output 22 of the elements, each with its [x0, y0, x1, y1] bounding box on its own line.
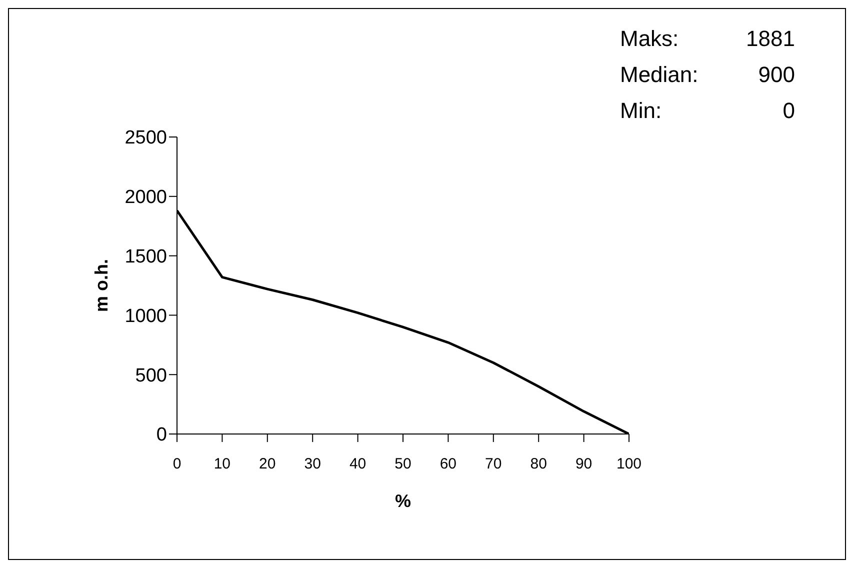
x-tick-label: 30 — [304, 456, 321, 473]
x-tick-label: 80 — [530, 456, 547, 473]
y-axis-title: m o.h. — [91, 259, 112, 312]
x-tick-label: 0 — [172, 456, 182, 473]
y-tick-label: 2500 — [124, 128, 167, 149]
text: Median: 900 — [620, 62, 795, 87]
y-tick-label: 2000 — [124, 187, 167, 208]
x-tick-label: 40 — [349, 456, 366, 473]
x-tick-label: 20 — [259, 456, 276, 473]
x-tick-label: 100 — [616, 456, 642, 473]
x-tick-label: 60 — [440, 456, 457, 473]
text: Min: 0 — [620, 98, 795, 123]
x-tick-label: 70 — [485, 456, 502, 473]
y-tick-label: 0 — [156, 424, 167, 446]
x-tick-label: 50 — [394, 456, 412, 473]
x-tick-label: 10 — [214, 456, 231, 473]
y-tick-label: 500 — [135, 365, 167, 386]
y-tick-label: 1500 — [124, 246, 167, 268]
text: Maks: 1881 — [620, 26, 795, 51]
x-axis-title: % — [394, 490, 412, 511]
x-tick-label: 90 — [575, 456, 592, 473]
y-tick-label: 1000 — [124, 306, 167, 327]
